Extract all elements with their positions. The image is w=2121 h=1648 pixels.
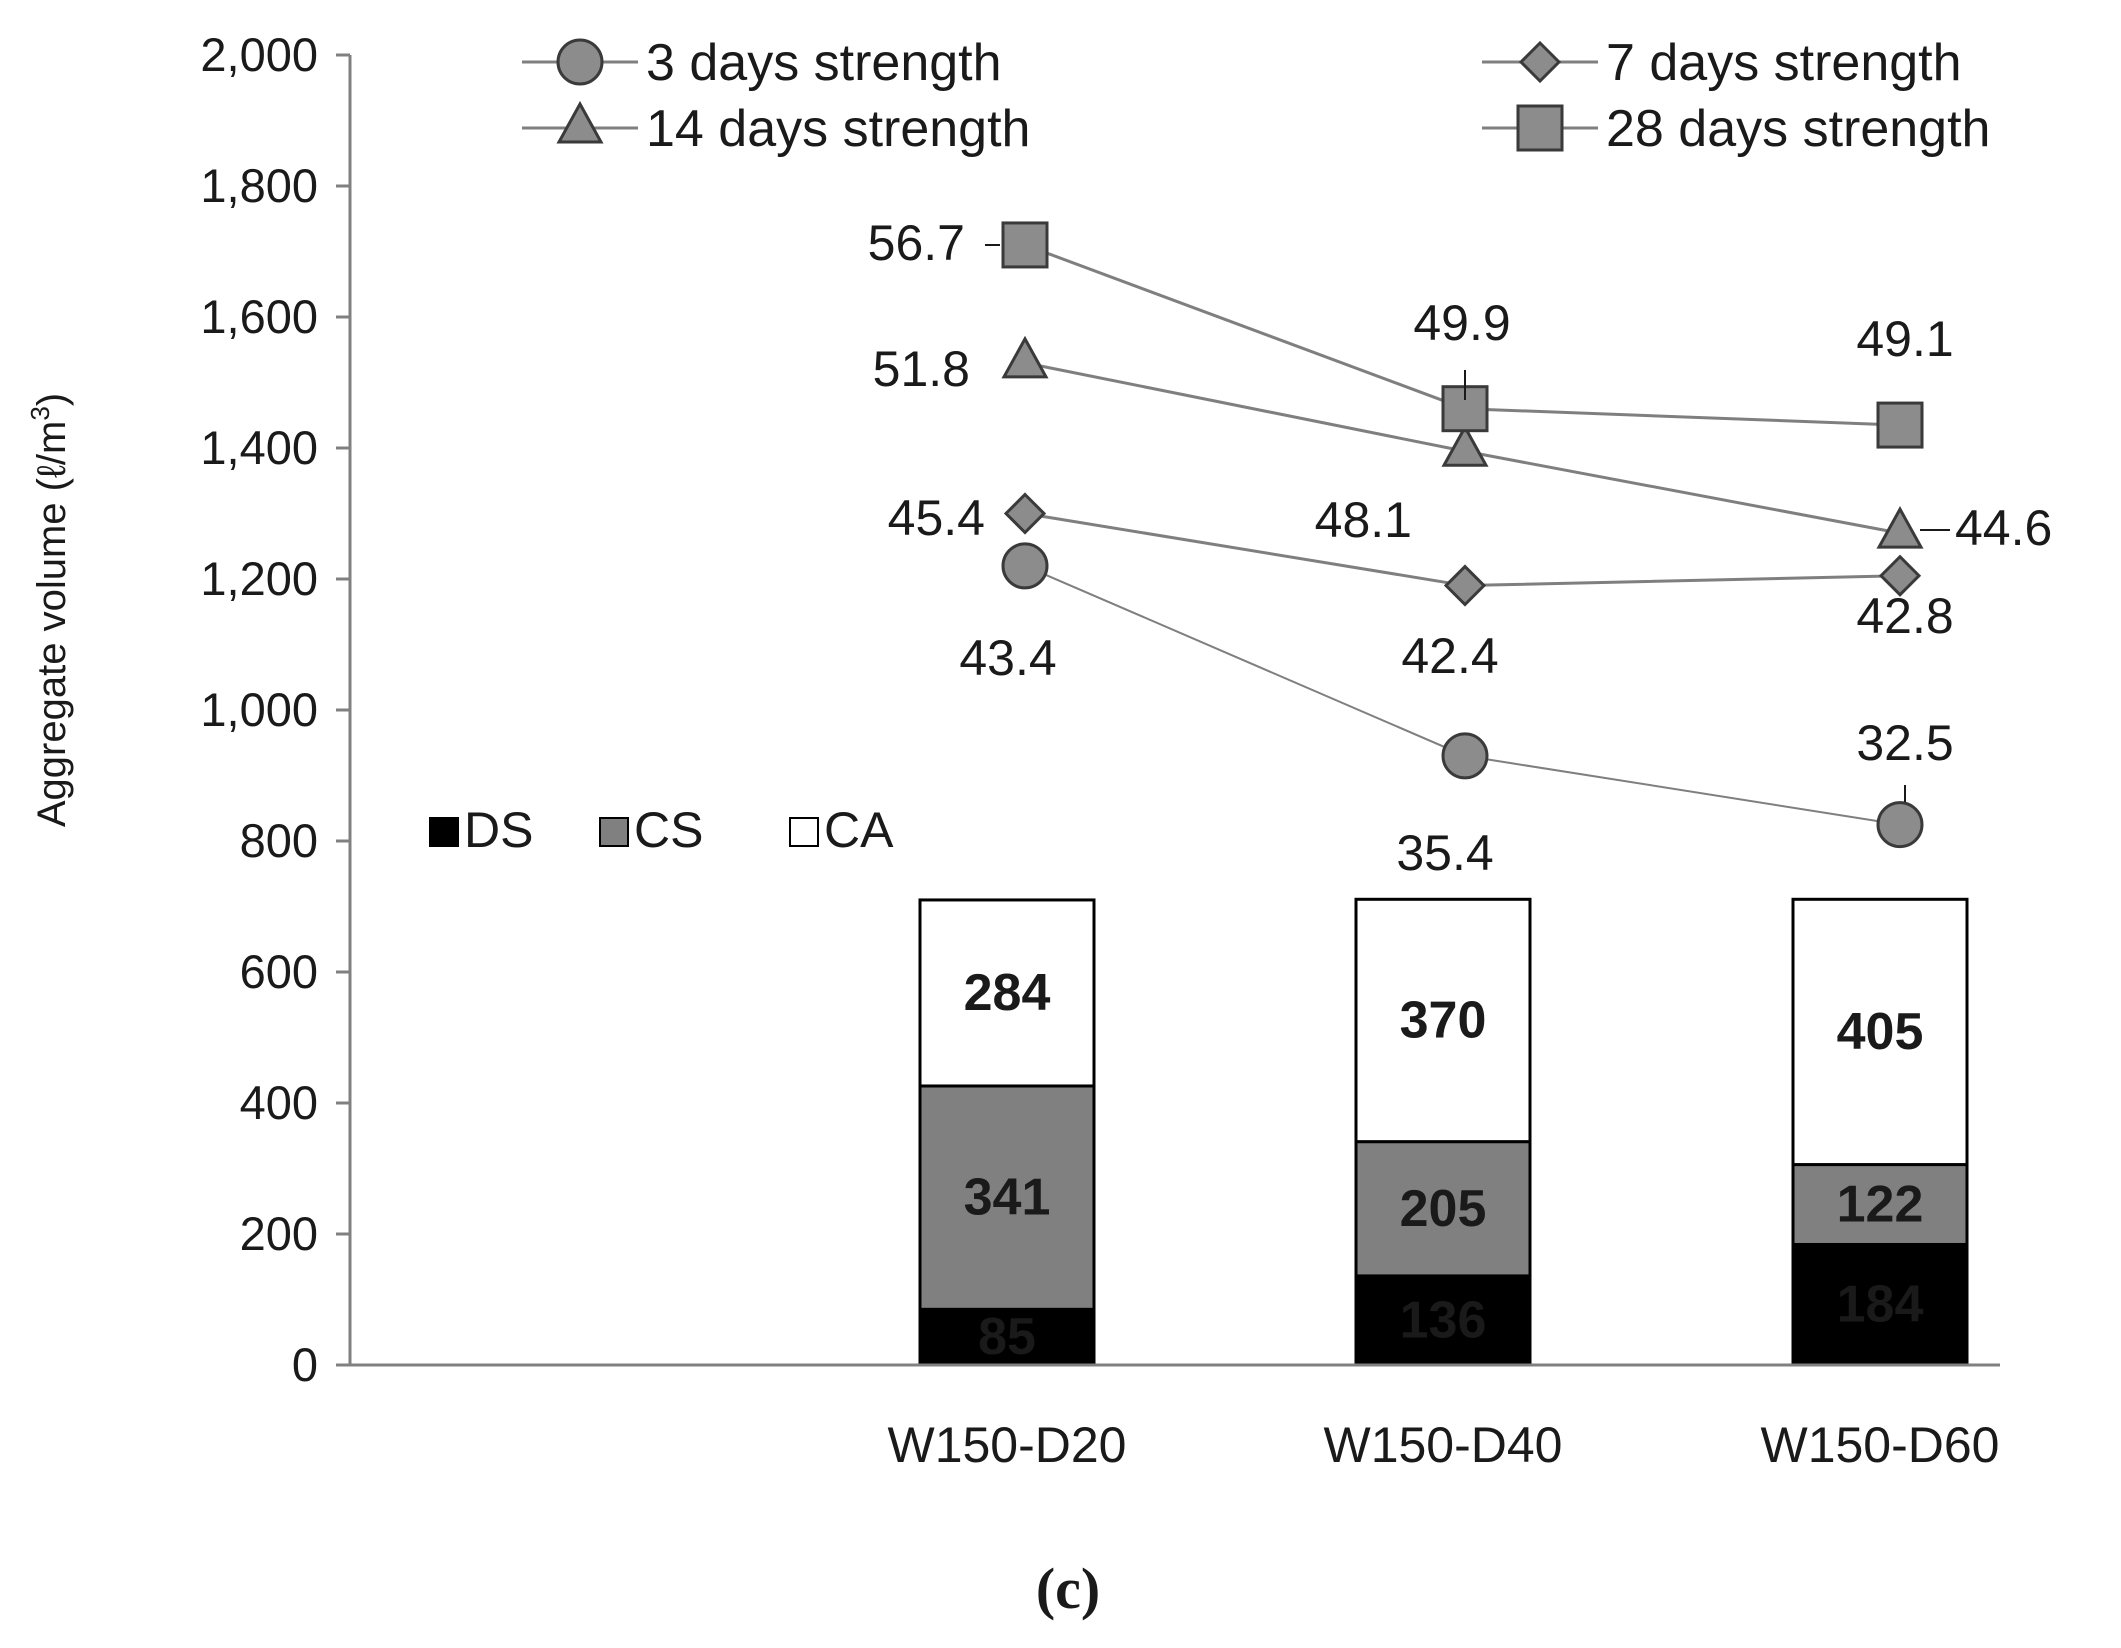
line-point-diamond bbox=[1443, 564, 1487, 607]
x-tick-label: W150-D60 bbox=[1761, 1417, 2000, 1473]
series-line-circle bbox=[1024, 564, 1901, 826]
bar-legend-swatch bbox=[429, 817, 459, 847]
strength-value-label: 51.8 bbox=[873, 341, 970, 397]
legend-label: 3 days strength bbox=[646, 34, 1002, 92]
strength-value-label: 48.1 bbox=[1315, 492, 1412, 548]
y-tick-label: 1,800 bbox=[200, 159, 318, 212]
bar-value-label: 205 bbox=[1400, 1180, 1487, 1238]
y-tick-label: 1,600 bbox=[200, 290, 318, 343]
bar-legend: DS CS CA bbox=[429, 802, 894, 858]
strength-value-label: 49.9 bbox=[1413, 295, 1510, 351]
bar-segment-ca bbox=[918, 898, 1096, 1088]
strength-value-label: 32.5 bbox=[1856, 715, 1953, 771]
bar-legend-label: CA bbox=[824, 802, 894, 858]
bar-segment-ca bbox=[1791, 897, 1969, 1167]
line-point-square bbox=[1001, 221, 1049, 269]
x-axis-ticks: W150-D20 W150-D40 W150-D60 bbox=[888, 1417, 2000, 1473]
legend-item-diamond: 7 days strength bbox=[1482, 34, 1962, 92]
line-point-triangle bbox=[556, 100, 604, 144]
line-point-circle bbox=[556, 38, 604, 86]
legend-item-square: 28 days strength bbox=[1482, 100, 1990, 158]
legend-label: 28 days strength bbox=[1606, 100, 1990, 158]
line-point-diamond bbox=[1003, 492, 1047, 535]
line-point-circle bbox=[1876, 801, 1924, 849]
bar-value-label: 136 bbox=[1400, 1291, 1487, 1349]
strength-value-labels: 43.4 35.4 32.5 45.4 42.4 42.8 51.8 48.1 44.6 56.7… bbox=[868, 215, 2053, 881]
x-tick-label: W150-D40 bbox=[1324, 1417, 1563, 1473]
line-point-circle bbox=[1001, 542, 1049, 590]
strength-value-label: 56.7 bbox=[868, 215, 965, 271]
y-tick-label: 200 bbox=[240, 1207, 318, 1260]
bar-value-label: 122 bbox=[1837, 1176, 1924, 1234]
bar-legend-item-ds: DS bbox=[429, 802, 533, 858]
bar-legend-label: CS bbox=[634, 802, 703, 858]
panel-label: (c) bbox=[1036, 1556, 1100, 1621]
bar-legend-item-ca: CA bbox=[789, 802, 894, 858]
y-tick-label: 2,000 bbox=[200, 28, 318, 81]
bar-legend-swatch bbox=[599, 817, 629, 847]
y-axis-label-text: Aggregate volume (ℓ/m bbox=[30, 421, 74, 827]
line-point-diamond bbox=[1518, 40, 1562, 84]
stacked-bars: 85 341 284 136 205 370 184 122 405 bbox=[918, 897, 1969, 1367]
line-point-triangle bbox=[1001, 335, 1049, 379]
line-point-diamond bbox=[1878, 554, 1922, 597]
strength-value-label: 43.4 bbox=[959, 630, 1056, 686]
y-axis-label-suffix: ) bbox=[30, 393, 74, 406]
line-point-circle bbox=[1441, 732, 1489, 780]
axes bbox=[348, 55, 2000, 1367]
bar-segment-ds bbox=[918, 1307, 1096, 1367]
y-axis-ticks: 0 200 400 600 800 1,000 1,200 1,400 1,600 1,800 2,… bbox=[200, 28, 350, 1391]
bar-segment-ca bbox=[1354, 897, 1532, 1144]
legend-item-triangle: 14 days strength bbox=[522, 100, 1030, 158]
y-tick-label: 1,000 bbox=[200, 683, 318, 736]
bar-value-label: 85 bbox=[978, 1308, 1036, 1366]
bar-legend-swatch bbox=[789, 817, 819, 847]
bar-legend-item-cs: CS bbox=[599, 802, 703, 858]
x-tick-label: W150-D20 bbox=[888, 1417, 1127, 1473]
bar-segment-cs bbox=[1354, 1140, 1532, 1278]
strength-value-label: 35.4 bbox=[1396, 825, 1493, 881]
bar-legend-label: DS bbox=[464, 802, 533, 858]
strength-value-label: 44.6 bbox=[1955, 500, 2052, 556]
y-tick-label: 0 bbox=[292, 1338, 318, 1391]
y-tick-label: 1,400 bbox=[200, 421, 318, 474]
legend-label: 7 days strength bbox=[1606, 34, 1962, 92]
legend-item-circle: 3 days strength bbox=[522, 34, 1002, 92]
strength-value-label: 42.8 bbox=[1856, 588, 1953, 644]
bar-value-label: 370 bbox=[1400, 991, 1487, 1049]
y-tick-label: 600 bbox=[240, 945, 318, 998]
y-tick-label: 800 bbox=[240, 814, 318, 867]
strength-value-label: 49.1 bbox=[1856, 311, 1953, 367]
y-axis-label: Aggregate volume (ℓ/m3) bbox=[25, 393, 74, 827]
y-axis-label-superscript: 3 bbox=[25, 406, 55, 420]
strength-lines bbox=[1001, 221, 1924, 849]
line-point-triangle bbox=[1876, 506, 1924, 549]
legend-label: 14 days strength bbox=[646, 100, 1030, 158]
line-point-square bbox=[1876, 401, 1924, 449]
bar-segment-cs bbox=[918, 1084, 1096, 1311]
line-legend: 3 days strength 7 days strength 14 days st… bbox=[522, 34, 1990, 158]
strength-value-label: 42.4 bbox=[1401, 628, 1498, 684]
strength-value-label: 45.4 bbox=[888, 490, 985, 546]
line-point-square bbox=[1516, 104, 1564, 152]
y-tick-label: 1,200 bbox=[200, 552, 318, 605]
bar-value-label: 341 bbox=[964, 1169, 1051, 1227]
bar-value-label: 405 bbox=[1837, 1003, 1924, 1061]
bar-segment-ds bbox=[1354, 1274, 1532, 1367]
line-point-triangle bbox=[1441, 424, 1489, 467]
bar-value-label: 184 bbox=[1837, 1276, 1924, 1334]
y-tick-label: 400 bbox=[240, 1076, 318, 1129]
bar-value-label: 284 bbox=[964, 964, 1051, 1022]
svg-text:Aggregate volume (ℓ/m3): Aggregate volume (ℓ/m3) bbox=[25, 393, 74, 827]
